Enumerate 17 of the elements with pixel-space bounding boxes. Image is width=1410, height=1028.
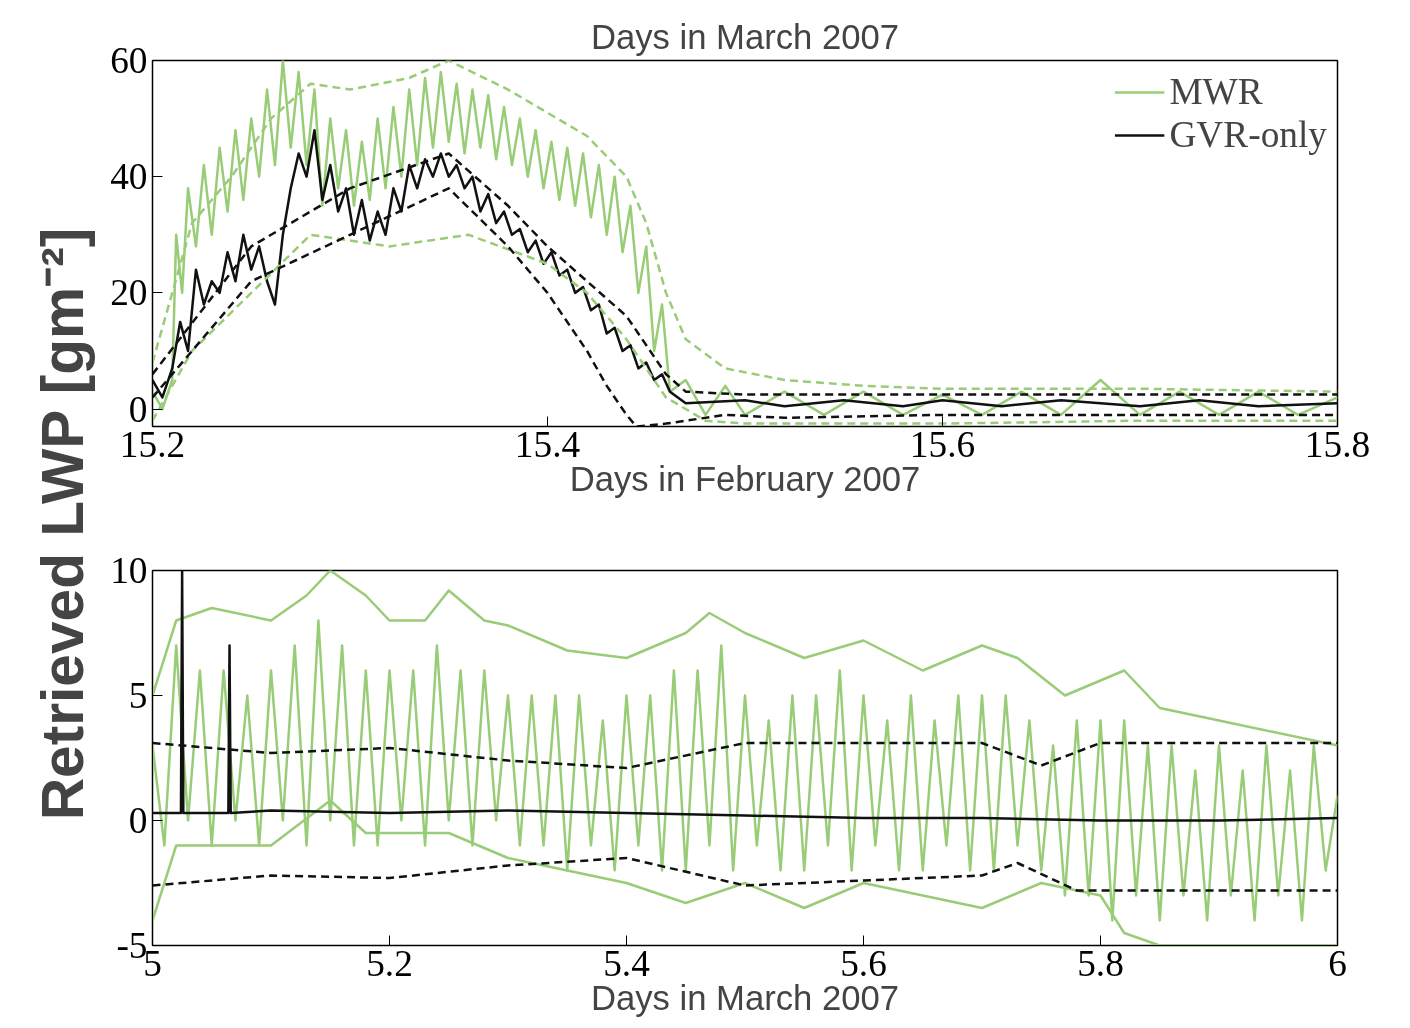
x-tick-label: 5.2 [366, 942, 413, 984]
y-tick-label: 20 [110, 272, 148, 314]
x-tick-label: 15.8 [1304, 423, 1371, 465]
line-series [152, 570, 1338, 747]
legend-label: MWR [1169, 70, 1263, 113]
x-tick-label: 5.8 [1077, 942, 1124, 984]
y-tick-label: 5 [128, 675, 148, 716]
line-series [152, 856, 1338, 892]
y-tick-label: 10 [110, 550, 148, 591]
y-tick-label: 60 [110, 40, 148, 81]
legend-label: GVR-only [1169, 113, 1327, 156]
y-tick-label: 0 [128, 800, 148, 841]
y-tick-label: 40 [110, 156, 148, 198]
chart-title: Days in March 2007 [590, 17, 900, 56]
x-tick-label: 6 [1328, 942, 1347, 984]
line-series [152, 570, 1338, 822]
y-axis-title: Retrieved LWP [gm⁻²] [30, 227, 95, 821]
